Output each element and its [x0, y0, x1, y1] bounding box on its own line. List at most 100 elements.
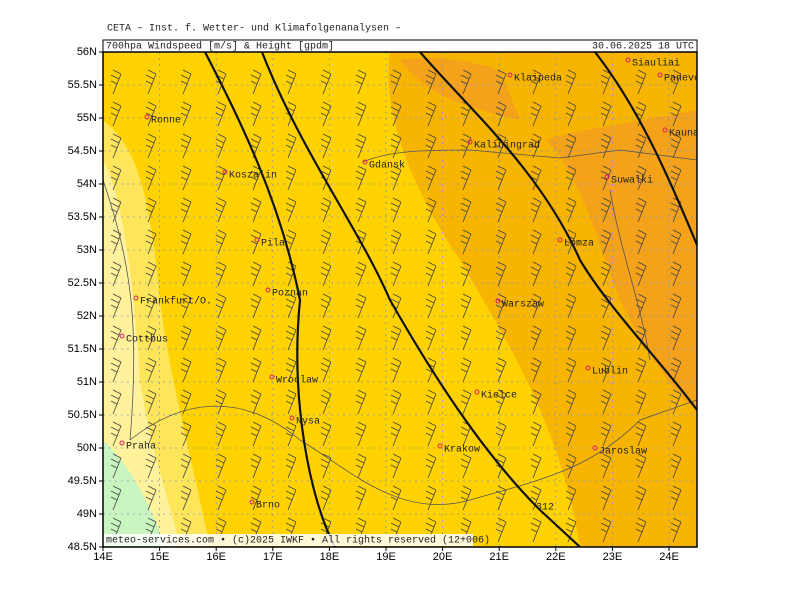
wind-barb	[495, 165, 507, 191]
wind-barb	[285, 133, 297, 159]
wind-barb	[600, 261, 612, 287]
city-label: Praha	[126, 441, 156, 453]
wind-barb	[145, 325, 157, 351]
wind-barb	[180, 357, 192, 383]
wind-barb	[215, 485, 227, 511]
wind-barb	[600, 517, 612, 543]
wind-barb	[635, 389, 647, 415]
lat-tick-label: 48.5N	[68, 541, 97, 553]
wind-barb	[670, 101, 682, 127]
wind-barb	[250, 133, 262, 159]
wind-barb	[425, 197, 437, 223]
wind-barb	[530, 101, 542, 127]
wind-barb	[600, 69, 612, 95]
wind-barb	[670, 485, 682, 511]
wind-barb	[635, 517, 647, 543]
wind-barb	[145, 421, 157, 447]
wind-barb	[390, 293, 402, 319]
wind-barb	[600, 133, 612, 159]
wind-barb	[320, 357, 332, 383]
wind-barb	[250, 485, 262, 511]
wind-barb	[180, 293, 192, 319]
wind-barb	[460, 325, 472, 351]
axes: 56N 55.5N 55N 54.5N 54N 53.5N 53N 52.5N 52N 51.5N…	[68, 46, 679, 563]
wind-barb	[565, 357, 577, 383]
wind-barb	[425, 453, 437, 479]
wind-barb	[145, 389, 157, 415]
wind-barb	[355, 389, 367, 415]
wind-barb	[670, 165, 682, 191]
cities: Siauliai Panevezys Klaipeda Ronne Kaunas Kali…	[119, 57, 697, 512]
wind-barb	[110, 69, 122, 95]
wind-barb	[425, 133, 437, 159]
contour-label: 312	[536, 503, 554, 514]
wind-barb	[180, 165, 192, 191]
wind-barb	[320, 261, 332, 287]
wind-barb	[180, 101, 192, 127]
city-marker	[507, 72, 513, 78]
lat-tick-label: 55N	[77, 112, 97, 124]
city-label: Koszalin	[229, 170, 277, 182]
wind-barb	[600, 485, 612, 511]
wind-barb	[355, 165, 367, 191]
wind-barb	[530, 261, 542, 287]
wind-barb	[670, 229, 682, 255]
city-label: Lublin	[592, 366, 628, 378]
wind-barb	[180, 453, 192, 479]
field-dark-orange	[545, 110, 697, 410]
lat-tick-label: 54N	[77, 178, 97, 190]
lon-tick-label: 16E	[206, 551, 226, 563]
wind-barb	[565, 165, 577, 191]
wind-barb	[635, 133, 647, 159]
wind-barb	[320, 165, 332, 191]
contour	[204, 52, 336, 547]
wind-barb	[110, 165, 122, 191]
field-green	[103, 440, 165, 547]
city-marker	[249, 499, 255, 505]
wind-barb	[180, 389, 192, 415]
wind-barb	[670, 453, 682, 479]
field-dark-orange	[400, 58, 520, 120]
lon-tick-label: 23E	[603, 551, 623, 563]
city-marker	[625, 57, 631, 63]
wind-barb	[110, 325, 122, 351]
wind-barb	[635, 453, 647, 479]
wind-barb	[145, 453, 157, 479]
wind-barb	[355, 421, 367, 447]
wind-barb	[670, 421, 682, 447]
wind-barb	[670, 69, 682, 95]
wind-barb	[460, 261, 472, 287]
wind-barb	[355, 517, 367, 543]
wind-barb	[355, 325, 367, 351]
border	[362, 149, 697, 163]
wind-barb	[425, 229, 437, 255]
wind-barb	[285, 229, 297, 255]
wind-barb	[670, 261, 682, 287]
wind-barb	[670, 389, 682, 415]
wind-barb	[215, 197, 227, 223]
contour	[594, 52, 697, 246]
wind-barb	[460, 517, 472, 543]
wind-barb	[390, 517, 402, 543]
wind-barb	[635, 229, 647, 255]
city-label: Kielce	[481, 390, 517, 402]
city-marker	[585, 365, 591, 371]
city-label: Pila	[261, 238, 285, 250]
wind-barb	[495, 69, 507, 95]
wind-barb	[600, 453, 612, 479]
city-label: Cottbus	[126, 334, 168, 346]
wind-barb	[425, 69, 437, 95]
wind-barb	[390, 229, 402, 255]
wind-barb	[320, 69, 332, 95]
wind-barb	[635, 485, 647, 511]
wind-barb	[495, 325, 507, 351]
wind-barb	[495, 421, 507, 447]
contour	[419, 52, 697, 411]
wind-barb	[285, 357, 297, 383]
city-marker	[133, 295, 139, 301]
wind-barb	[565, 421, 577, 447]
wind-barb	[460, 69, 472, 95]
wind-barb	[530, 325, 542, 351]
city-marker	[604, 174, 610, 180]
wind-barb	[635, 357, 647, 383]
